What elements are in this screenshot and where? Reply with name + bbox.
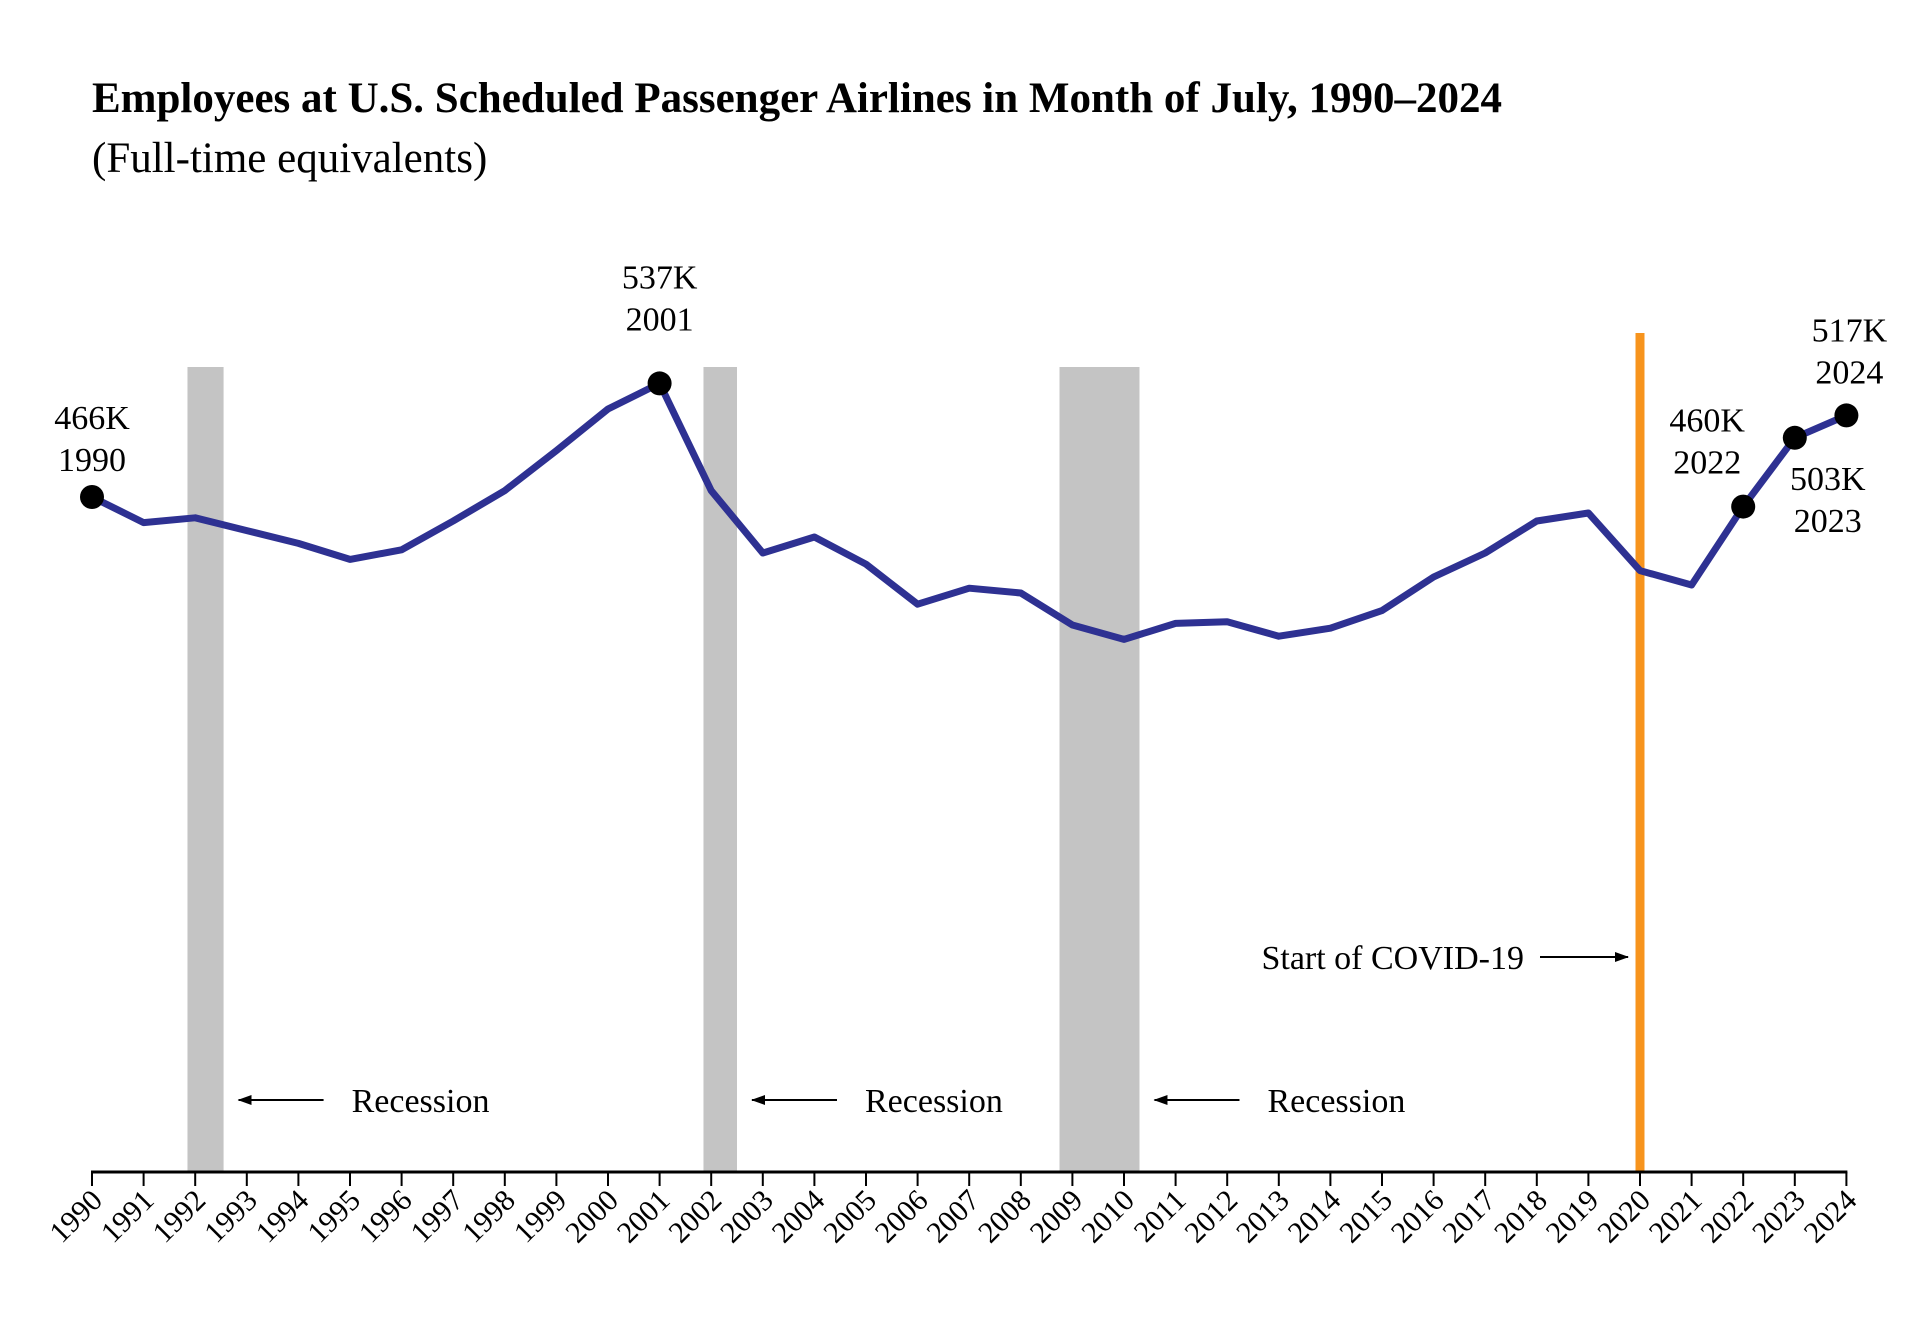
x-tick-label: 2016 [1385, 1184, 1451, 1250]
x-tick-label: 1992 [146, 1184, 212, 1250]
point-year-label: 1990 [58, 442, 126, 479]
recession-bands: Recession Recession Recession [187, 367, 1405, 1172]
x-tick-label: 2002 [662, 1184, 728, 1250]
highlight-point-2022 [1731, 494, 1756, 519]
point-year-label: 2024 [1815, 354, 1883, 391]
x-tick-label: 2003 [714, 1184, 780, 1250]
x-tick-label: 2006 [869, 1184, 935, 1250]
x-tick-label: 2021 [1643, 1184, 1709, 1250]
point-year-label: 2022 [1673, 445, 1741, 482]
x-tick-label: 2011 [1128, 1184, 1193, 1249]
x-tick-label: 2007 [920, 1184, 986, 1250]
recession-label: Recession [865, 1083, 1003, 1120]
x-tick-label: 2014 [1282, 1184, 1348, 1250]
x-tick-label: 1990 [43, 1184, 109, 1250]
x-tick-label: 2013 [1230, 1184, 1296, 1250]
x-tick-label: 2009 [1024, 1184, 1090, 1250]
series-lines [88, 379, 1850, 643]
x-tick-label: 2020 [1591, 1184, 1657, 1250]
x-tick-label: 2017 [1436, 1184, 1502, 1250]
point-value-label: 503K [1790, 461, 1866, 498]
point-value-label: 517K [1812, 312, 1888, 349]
recession-label: Recession [352, 1083, 490, 1120]
x-tick-label: 1991 [95, 1184, 161, 1250]
x-tick-label: 1997 [404, 1184, 470, 1250]
point-year-label: 2001 [626, 301, 694, 338]
x-tick-label: 1994 [250, 1184, 316, 1250]
x-tick-label: 2022 [1694, 1184, 1760, 1250]
chart-title: Employees at U.S. Scheduled Passenger Ai… [92, 75, 1502, 122]
x-tick-label: 2018 [1488, 1184, 1554, 1250]
x-tick-label: 2000 [559, 1184, 625, 1250]
recession-band [1059, 367, 1140, 1172]
recession-label: Recession [1267, 1083, 1405, 1120]
point-value-label: 466K [54, 400, 130, 437]
x-tick-label: 2005 [817, 1184, 883, 1250]
covid-label: Start of COVID-19 [1261, 940, 1524, 977]
point-value-label: 460K [1669, 403, 1745, 440]
x-tick-label: 1998 [456, 1184, 522, 1250]
x-tick-label: 2019 [1540, 1184, 1606, 1250]
recession-band [187, 367, 224, 1172]
highlight-point-2001 [647, 371, 672, 396]
chart-subtitle: (Full-time equivalents) [92, 135, 488, 182]
x-tick-label: 2008 [972, 1184, 1038, 1250]
annotation-labels: 466K 1990 537K 2001 460K 2022 503K 2023 517K 2024 [54, 259, 1887, 539]
x-tick-label: 2004 [766, 1184, 832, 1250]
highlight-points [80, 371, 1859, 519]
x-tick-label: 1996 [353, 1184, 419, 1250]
highlight-point-1990 [80, 485, 104, 509]
x-tick-label: 2015 [1333, 1184, 1399, 1250]
highlight-point-2023 [1782, 425, 1807, 450]
x-tick-label: 1999 [508, 1184, 574, 1250]
point-value-label: 537K [622, 259, 698, 296]
x-tick-label: 2024 [1798, 1184, 1864, 1250]
x-tick-label: 1993 [198, 1184, 264, 1250]
event-markers: Start of COVID-19 [1261, 333, 1645, 1172]
x-tick-label: 2001 [611, 1184, 677, 1250]
point-year-label: 2023 [1794, 503, 1862, 540]
x-tick-label: 2023 [1746, 1184, 1812, 1250]
series-line [88, 379, 1850, 643]
highlight-point-2024 [1834, 403, 1859, 428]
x-axis: 1990199119921993199419951996199719981999… [43, 1170, 1864, 1250]
x-tick-label: 1995 [301, 1184, 367, 1250]
x-tick-label: 2012 [1178, 1184, 1244, 1250]
x-tick-label: 2010 [1075, 1184, 1141, 1250]
